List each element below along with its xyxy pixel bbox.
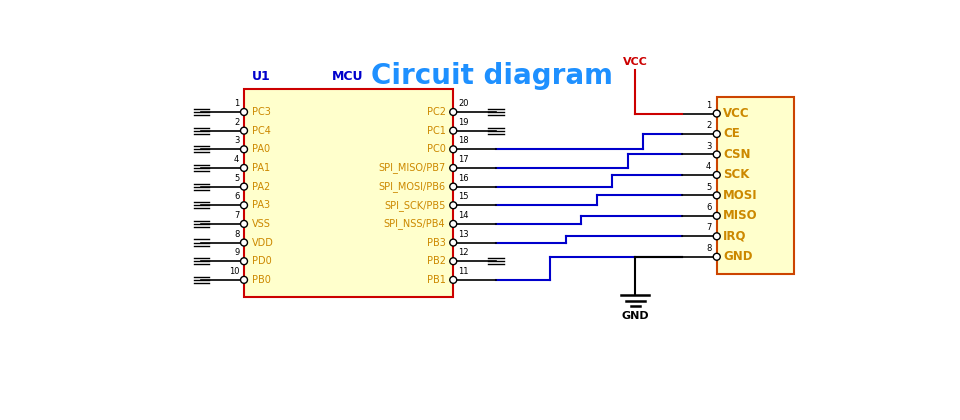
Text: 5: 5 bbox=[234, 174, 239, 183]
Text: CSN: CSN bbox=[723, 148, 751, 161]
Text: 1: 1 bbox=[234, 99, 239, 108]
Text: 14: 14 bbox=[458, 211, 468, 220]
Circle shape bbox=[241, 220, 248, 227]
Circle shape bbox=[713, 213, 720, 219]
Circle shape bbox=[450, 258, 457, 265]
Text: U1: U1 bbox=[252, 70, 271, 83]
Circle shape bbox=[241, 202, 248, 209]
Bar bbox=[717, 97, 794, 274]
Text: PB3: PB3 bbox=[426, 238, 445, 247]
Text: PB0: PB0 bbox=[252, 275, 271, 285]
Text: PC4: PC4 bbox=[252, 126, 271, 136]
Circle shape bbox=[450, 165, 457, 171]
Text: 15: 15 bbox=[458, 192, 468, 202]
Text: PD0: PD0 bbox=[252, 256, 272, 266]
Circle shape bbox=[713, 192, 720, 199]
Text: PA2: PA2 bbox=[252, 181, 270, 192]
Circle shape bbox=[241, 127, 248, 134]
Text: PC0: PC0 bbox=[426, 144, 445, 154]
Text: PB1: PB1 bbox=[426, 275, 445, 285]
Text: PA1: PA1 bbox=[252, 163, 270, 173]
Circle shape bbox=[450, 276, 457, 284]
Text: MCU: MCU bbox=[332, 70, 364, 83]
Text: VSS: VSS bbox=[252, 219, 271, 229]
Text: MOSI: MOSI bbox=[723, 189, 757, 202]
Text: 6: 6 bbox=[706, 203, 711, 212]
Text: MISO: MISO bbox=[723, 209, 757, 222]
Circle shape bbox=[713, 151, 720, 158]
Circle shape bbox=[241, 239, 248, 246]
Text: PB2: PB2 bbox=[426, 256, 445, 266]
Circle shape bbox=[241, 108, 248, 116]
Text: IRQ: IRQ bbox=[723, 230, 747, 243]
Text: VDD: VDD bbox=[252, 238, 274, 247]
Text: 4: 4 bbox=[706, 162, 711, 171]
Text: 10: 10 bbox=[228, 267, 239, 276]
Text: GND: GND bbox=[723, 250, 753, 263]
Circle shape bbox=[241, 183, 248, 190]
Text: 3: 3 bbox=[706, 142, 711, 151]
Text: GND: GND bbox=[621, 311, 649, 320]
Text: SPI_SCK/PB5: SPI_SCK/PB5 bbox=[384, 200, 445, 211]
Circle shape bbox=[450, 239, 457, 246]
Text: SPI_MISO/PB7: SPI_MISO/PB7 bbox=[378, 163, 445, 173]
Text: 13: 13 bbox=[458, 230, 468, 239]
Circle shape bbox=[713, 171, 720, 178]
Circle shape bbox=[450, 202, 457, 209]
Text: 20: 20 bbox=[458, 99, 468, 108]
Bar bbox=[244, 89, 453, 297]
Text: PC1: PC1 bbox=[426, 126, 445, 136]
Text: 18: 18 bbox=[458, 136, 468, 145]
Text: 5: 5 bbox=[706, 183, 711, 192]
Text: SPI_NSS/PB4: SPI_NSS/PB4 bbox=[384, 218, 445, 229]
Text: 2: 2 bbox=[234, 118, 239, 127]
Text: 7: 7 bbox=[706, 223, 711, 232]
Circle shape bbox=[450, 183, 457, 190]
Text: PA3: PA3 bbox=[252, 200, 270, 210]
Circle shape bbox=[713, 110, 720, 117]
Text: 2: 2 bbox=[706, 121, 711, 130]
Text: 16: 16 bbox=[458, 174, 468, 183]
Circle shape bbox=[450, 220, 457, 227]
Circle shape bbox=[713, 233, 720, 240]
Text: PC2: PC2 bbox=[426, 107, 445, 117]
Text: 3: 3 bbox=[234, 136, 239, 145]
Text: PC3: PC3 bbox=[252, 107, 271, 117]
Text: 6: 6 bbox=[234, 192, 239, 202]
Circle shape bbox=[241, 165, 248, 171]
Text: 12: 12 bbox=[458, 248, 468, 257]
Text: CE: CE bbox=[723, 128, 740, 141]
Circle shape bbox=[241, 276, 248, 284]
Text: VCC: VCC bbox=[623, 58, 648, 67]
Text: 19: 19 bbox=[458, 118, 468, 127]
Text: 4: 4 bbox=[234, 155, 239, 164]
Circle shape bbox=[450, 127, 457, 134]
Circle shape bbox=[241, 258, 248, 265]
Text: VCC: VCC bbox=[723, 107, 750, 120]
Text: 11: 11 bbox=[458, 267, 468, 276]
Text: Circuit diagram: Circuit diagram bbox=[371, 62, 613, 90]
Circle shape bbox=[450, 108, 457, 116]
Text: 8: 8 bbox=[706, 244, 711, 253]
Text: PA0: PA0 bbox=[252, 144, 270, 154]
Text: 1: 1 bbox=[706, 101, 711, 110]
Text: 8: 8 bbox=[234, 230, 239, 239]
Text: SCK: SCK bbox=[723, 168, 750, 181]
Text: 9: 9 bbox=[234, 248, 239, 257]
Circle shape bbox=[713, 253, 720, 260]
Circle shape bbox=[241, 146, 248, 153]
Text: 7: 7 bbox=[234, 211, 239, 220]
Circle shape bbox=[450, 146, 457, 153]
Text: 17: 17 bbox=[458, 155, 468, 164]
Text: SPI_MOSI/PB6: SPI_MOSI/PB6 bbox=[378, 181, 445, 192]
Circle shape bbox=[713, 131, 720, 137]
